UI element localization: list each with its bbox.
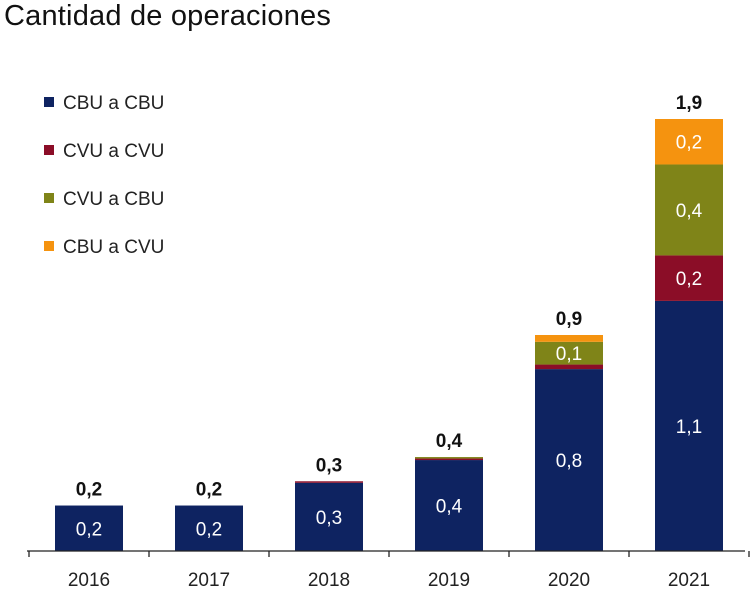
legend-swatch-2 [44,193,54,203]
data-label-2020-series-0: 0,8 [556,451,582,472]
x-tick-2020: 2020 [548,570,590,591]
total-label-2017: 0,2 [196,480,222,501]
bar-2019-series-0 [415,460,483,551]
bar-2019-series-2 [415,457,483,459]
x-tick-2019: 2019 [428,570,470,591]
data-label-2016-series-0: 0,2 [76,519,102,540]
legend-swatch-1 [44,145,54,155]
bar-2020-series-2 [535,341,603,365]
data-label-2017-series-0: 0,2 [196,519,222,540]
total-label-2016: 0,2 [76,480,102,501]
legend-label-1: CVU a CVU [63,141,164,162]
bar-2020-series-1 [535,364,603,370]
data-label-2021-series-3: 0,2 [676,133,702,154]
data-label-2021-series-2: 0,4 [676,201,703,222]
bar-2017-series-0 [175,505,243,551]
bar-2021-series-0 [655,300,723,551]
data-label-2018-series-0: 0,3 [316,508,342,529]
x-tick-2021: 2021 [668,570,710,591]
total-label-2021: 1,9 [676,93,702,114]
bar-2021-series-2 [655,164,723,256]
x-tick-2016: 2016 [68,570,110,591]
x-tick-2017: 2017 [188,570,230,591]
bar-2020-series-3 [535,335,603,342]
data-label-2021-series-1: 0,2 [676,269,702,290]
legend-label-2: CVU a CBU [63,189,164,210]
bar-2020-series-0 [535,369,603,551]
legend-label-3: CBU a CVU [63,237,164,258]
data-label-2020-series-2: 0,1 [556,344,582,365]
bar-2018-series-1 [295,481,363,483]
legend-swatch-0 [44,97,54,107]
data-label-2021-series-0: 1,1 [676,417,702,438]
legend-label-0: CBU a CBU [63,93,164,114]
bar-2021-series-3 [655,119,723,165]
x-tick-2018: 2018 [308,570,350,591]
total-label-2020: 0,9 [556,309,582,330]
legend-swatch-3 [44,241,54,251]
total-label-2019: 0,4 [436,431,463,452]
bar-2016-series-0 [55,505,123,551]
bar-2019-series-1 [415,458,483,461]
data-label-2019-series-0: 0,4 [436,497,463,518]
total-label-2018: 0,3 [316,455,342,476]
chart-title: Cantidad de operaciones [4,0,332,32]
bar-2018-series-0 [295,482,363,551]
bar-2021-series-1 [655,255,723,301]
